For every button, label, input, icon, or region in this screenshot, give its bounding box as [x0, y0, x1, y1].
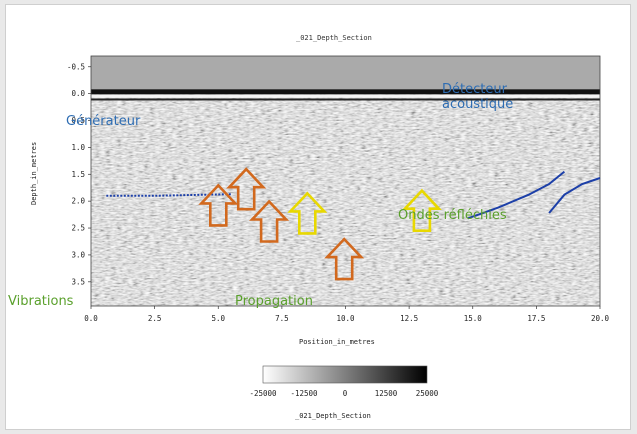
colorbar-tick-label: 12500: [375, 389, 398, 398]
x-tick-label: 2.5: [148, 314, 162, 323]
air-layer: [91, 56, 600, 91]
x-tick-label: 0.0: [84, 314, 98, 323]
x-tick-label: 10.0: [336, 314, 355, 323]
y-tick-label: 0.5: [71, 116, 85, 125]
colorbar-tick-label: -12500: [290, 389, 318, 398]
surface-dark-band-2: [91, 98, 600, 101]
x-tick-label: 15.0: [464, 314, 483, 323]
x-tick-label: 12.5: [400, 314, 418, 323]
generator-annotation: Générateur: [66, 114, 141, 129]
y-axis-label: Depth_in_metres: [30, 141, 38, 205]
y-tick-label: 1.0: [71, 143, 85, 152]
annotation-arrow: [324, 237, 365, 281]
y-tick-label: 3.0: [71, 250, 85, 259]
subsurface-texture: [91, 90, 600, 307]
x-tick-label: 20.0: [591, 314, 610, 323]
colorbar: [262, 365, 428, 384]
colorbar-tick-label: 0: [343, 389, 348, 398]
reflector-line-right: [467, 170, 566, 220]
y-tick-label: 2.0: [71, 197, 85, 206]
surface-light-band: [91, 94, 600, 98]
annotation-arrow: [287, 191, 328, 235]
x-tick-label: 5.0: [211, 314, 225, 323]
detector-annotation: Détecteur acoustique: [442, 82, 514, 112]
reflector-line-left: [106, 193, 232, 197]
annotation-arrow: [401, 188, 442, 232]
reflector-line-right-lower: [548, 177, 601, 214]
y-tick-label: 0.0: [71, 89, 85, 98]
surface-dark-band: [91, 89, 600, 95]
y-tick-label: 1.5: [71, 170, 85, 179]
annotation-arrow: [249, 199, 290, 243]
y-tick-label: -0.5: [67, 62, 85, 71]
chart-title: _021_Depth_Section: [296, 34, 372, 42]
annotation-arrow: [226, 167, 267, 211]
reflected-waves-annotation: Ondes réfléchies: [398, 208, 507, 223]
y-tick-label: 3.5: [71, 277, 85, 286]
annotation-arrow: [198, 183, 239, 227]
propagation-annotation: Propagation: [235, 294, 313, 309]
colorbar-tick-label: 25000: [416, 389, 439, 398]
y-tick-label: 2.5: [71, 224, 85, 233]
vibrations-annotation: Vibrations: [8, 294, 74, 309]
x-tick-label: 17.5: [527, 314, 545, 323]
colorbar-tick-label: -25000: [249, 389, 277, 398]
x-axis-label: Position_in_metres: [299, 338, 375, 346]
x-tick-label: 7.5: [275, 314, 289, 323]
colorbar-label: _021_Depth_Section: [295, 412, 371, 420]
